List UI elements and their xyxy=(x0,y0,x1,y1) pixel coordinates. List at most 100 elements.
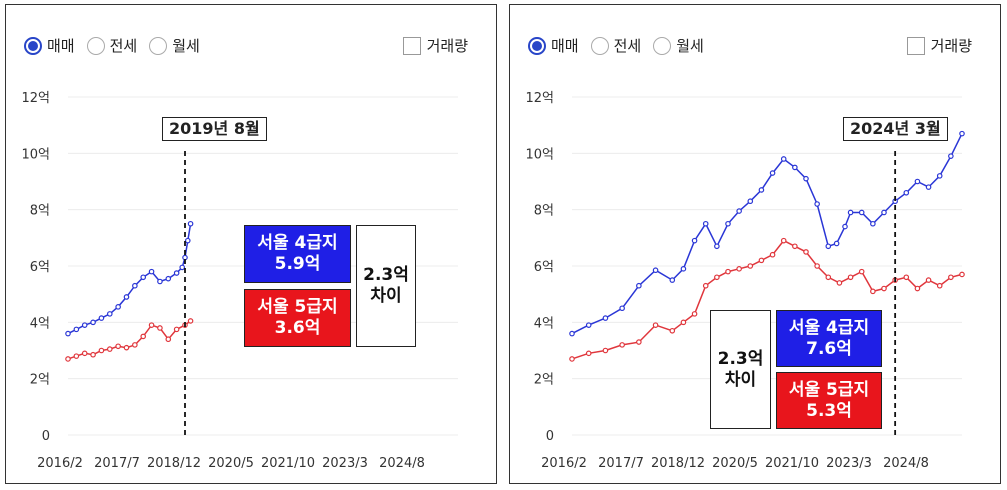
data-point-s4 xyxy=(769,170,776,176)
data-point-s4 xyxy=(602,315,609,321)
y-tick-label: 6억 xyxy=(534,260,554,275)
data-point-s4 xyxy=(132,282,138,289)
radio-jeonse-label: 전세 xyxy=(613,37,642,55)
data-point-s5 xyxy=(157,325,163,331)
radio-selected-icon xyxy=(24,36,42,55)
seoul-tier5-value: 3.6억 xyxy=(274,318,321,338)
y-tick-label: 4억 xyxy=(534,316,554,331)
data-point-s4 xyxy=(652,267,659,274)
seoul-tier5-name: 서울 5급지 xyxy=(257,297,338,317)
radio-empty-icon xyxy=(149,36,168,55)
chart-panel-right: 매매 전세 월세 거래량 0 2억 4억 6억 8억 10억 12억 2016/2 2017/7… xyxy=(509,4,1001,484)
data-point-s4 xyxy=(870,220,876,227)
volume-checkbox[interactable]: 거래량 xyxy=(402,35,468,56)
data-point-s5 xyxy=(870,288,876,295)
price-line-chart-left: 0 2억 4억 6억 8억 10억 12억 2016/2 2017/7 2018/12 2020/5… xyxy=(21,91,458,471)
data-point-s4 xyxy=(65,330,71,337)
radio-sale-label: 매매 xyxy=(47,37,75,55)
data-point-s4 xyxy=(725,220,731,227)
data-point-s4 xyxy=(165,275,172,282)
data-point-s5 xyxy=(858,268,865,275)
data-point-s5 xyxy=(65,356,71,362)
trade-type-radio-group: 매매 전세 월세 xyxy=(24,35,212,56)
data-point-s4 xyxy=(936,173,943,179)
data-point-s5 xyxy=(619,342,625,348)
data-point-s4 xyxy=(758,187,765,193)
data-point-s4 xyxy=(173,270,180,276)
y-tick-label: 8억 xyxy=(534,204,554,219)
chart-panel-left: 매매 전세 월세 거래량 0 2억 4억 6억 8억 10억 12억 2016/2 2017/7… xyxy=(5,4,497,484)
data-point-s5 xyxy=(173,326,180,333)
radio-empty-icon xyxy=(86,36,105,55)
data-point-s5 xyxy=(881,285,887,292)
data-point-s5 xyxy=(123,344,130,351)
radio-jeonse[interactable]: 전세 xyxy=(590,35,642,56)
data-point-s5 xyxy=(925,277,932,283)
data-point-s4 xyxy=(636,282,642,289)
data-point-s5 xyxy=(725,268,731,275)
data-point-s4 xyxy=(73,326,80,333)
data-point-s5 xyxy=(132,342,138,348)
data-point-s4 xyxy=(98,315,105,321)
data-point-s4 xyxy=(959,130,965,137)
data-point-s4 xyxy=(948,153,954,159)
date-callout: 2019년 8월 xyxy=(162,117,267,141)
data-point-s5 xyxy=(90,351,96,358)
data-point-s4 xyxy=(680,266,687,272)
data-point-s5 xyxy=(98,347,105,354)
data-point-s4 xyxy=(847,209,854,216)
data-point-s5 xyxy=(948,274,954,281)
data-point-s5 xyxy=(140,333,147,340)
data-point-s5 xyxy=(914,285,921,292)
radio-monthly-label: 월세 xyxy=(172,37,200,55)
data-point-s4 xyxy=(115,304,121,310)
data-point-s5 xyxy=(758,257,765,264)
data-point-s5 xyxy=(836,280,843,286)
data-point-s5 xyxy=(814,263,820,269)
y-tick-label: 12억 xyxy=(21,91,50,106)
data-point-s4 xyxy=(914,178,921,185)
data-point-s4 xyxy=(736,208,742,214)
radio-monthly-rent[interactable]: 월세 xyxy=(149,35,200,56)
data-point-s5 xyxy=(792,243,798,250)
data-point-s4 xyxy=(179,264,186,271)
y-tick-label: 4억 xyxy=(30,316,50,331)
data-point-s5 xyxy=(825,274,832,281)
x-tick-label: 2016/2 xyxy=(37,456,83,471)
radio-jeonse[interactable]: 전세 xyxy=(86,35,137,56)
price-line-chart-right: 0 2억 4억 6억 8억 10억 12억 2016/2 2017/7 2018/12 2020/5… xyxy=(525,91,965,471)
data-point-s4 xyxy=(669,277,676,283)
seoul-tier4-name: 서울 4급지 xyxy=(257,233,338,253)
seoul-tier4-name: 서울 4급지 xyxy=(788,317,870,338)
data-point-s5 xyxy=(736,266,742,272)
radio-monthly-label: 월세 xyxy=(676,37,704,55)
data-point-s4 xyxy=(881,209,887,216)
price-gap-label: 차이 xyxy=(724,369,757,390)
x-tick-label: 2021/10 xyxy=(261,456,315,471)
data-point-s5 xyxy=(669,327,676,334)
radio-sale[interactable]: 매매 xyxy=(24,35,75,56)
radio-sale[interactable]: 매매 xyxy=(528,35,579,56)
price-gap-label: 차이 xyxy=(370,286,402,306)
data-point-s4 xyxy=(184,237,191,244)
price-gap-amount: 2.3억 xyxy=(717,348,764,369)
y-tick-label: 2억 xyxy=(534,373,554,388)
price-gap-box: 2.3억 차이 xyxy=(356,225,416,347)
radio-selected-icon xyxy=(528,36,546,55)
data-point-s5 xyxy=(106,346,113,352)
data-point-s4 xyxy=(123,294,130,300)
radio-monthly-rent[interactable]: 월세 xyxy=(653,35,704,56)
data-point-s5 xyxy=(602,347,609,354)
volume-checkbox-label: 거래량 xyxy=(930,37,972,55)
data-point-s5 xyxy=(903,274,910,281)
series-line-s4 xyxy=(67,223,192,335)
x-tick-label: 2017/7 xyxy=(598,456,644,471)
x-tick-label: 2017/7 xyxy=(94,456,140,471)
x-tick-label: 2024/8 xyxy=(379,456,425,471)
data-point-s5 xyxy=(959,271,965,278)
seoul-tier4-value: 5.9억 xyxy=(274,254,321,274)
data-point-s5 xyxy=(585,350,592,357)
data-point-s4 xyxy=(747,198,754,205)
data-point-s5 xyxy=(636,339,642,345)
volume-checkbox[interactable]: 거래량 xyxy=(906,35,972,56)
